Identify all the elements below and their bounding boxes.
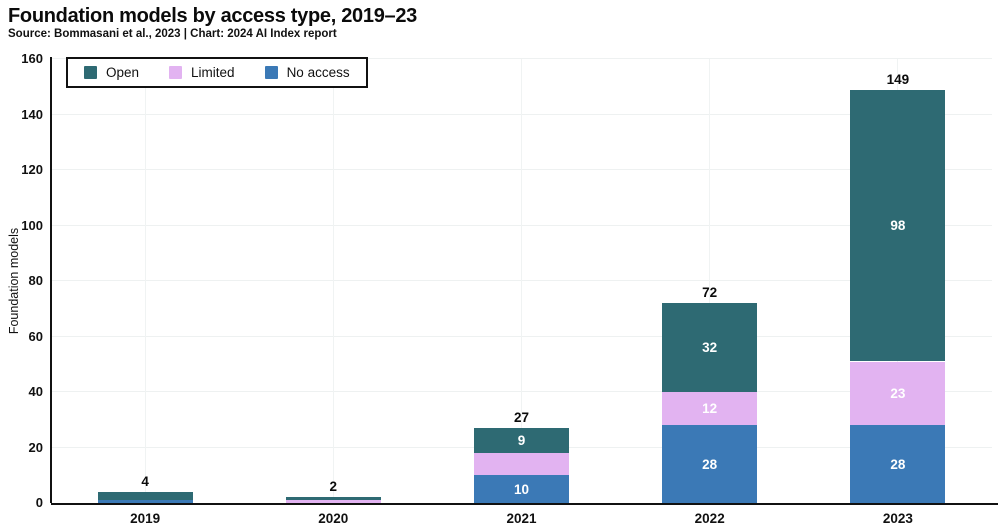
x-tick-2022: 2022 [694, 511, 725, 526]
gridline-v-2021 [521, 59, 522, 503]
bar-segment-2021-no-access[interactable]: 10 [474, 475, 569, 503]
x-tick-2019: 2019 [130, 511, 161, 526]
legend-label: Limited [191, 65, 235, 80]
bar-segment-2019-open[interactable] [97, 491, 193, 501]
chart-title: Foundation models by access type, 2019–2… [8, 5, 417, 27]
segment-value-label: 32 [702, 340, 718, 356]
bar-segment-2023-open[interactable]: 98 [850, 89, 946, 362]
bar-segment-2020-open[interactable] [285, 497, 381, 501]
bar-total-label-2022: 72 [702, 285, 718, 301]
legend-label: No access [286, 65, 350, 80]
legend: Open Limited No access [66, 57, 368, 88]
y-axis-line [50, 57, 52, 503]
y-tick-140: 140 [21, 106, 43, 122]
gridline-v-2020 [332, 59, 334, 503]
bar-segment-2020-limited[interactable] [285, 500, 381, 503]
segment-value-label: 28 [702, 456, 718, 472]
x-tick-2020: 2020 [318, 511, 349, 526]
legend-swatch-open [84, 66, 97, 79]
segment-value-label: 10 [513, 481, 530, 497]
y-tick-20: 20 [28, 439, 43, 455]
bar-segment-2022-no-access[interactable]: 28 [662, 425, 758, 503]
gridline-v-2022 [709, 59, 711, 503]
gridline-v-2019 [144, 59, 146, 503]
bar-segment-2022-limited[interactable]: 12 [662, 392, 758, 426]
plot-area: 4 2 10 9 27 28 12 32 72 28 23 98 149 2019 2020 2021 202… [50, 57, 998, 526]
bar-total-label-2021: 27 [513, 410, 530, 426]
bar-segment-2023-no-access[interactable]: 28 [850, 425, 946, 503]
bar-total-label-2023: 149 [886, 71, 910, 87]
bar-segment-2019-no-access[interactable] [97, 500, 193, 503]
bar-segment-2023-limited[interactable]: 23 [850, 361, 946, 426]
y-tick-40: 40 [28, 384, 43, 399]
y-tick-100: 100 [21, 217, 43, 233]
y-tick-120: 120 [21, 162, 43, 177]
legend-item-no-access[interactable]: No access [264, 65, 350, 80]
bar-segment-2021-limited[interactable] [474, 453, 569, 476]
segment-value-label: 9 [517, 433, 526, 449]
segment-value-label: 98 [890, 218, 906, 234]
segment-value-label: 12 [702, 401, 718, 417]
y-tick-0: 0 [35, 495, 43, 510]
chart-source-caption: Source: Bommasani et al., 2023 | Chart: … [8, 28, 337, 40]
legend-label: Open [106, 65, 140, 80]
bar-total-label-2020: 2 [329, 479, 338, 495]
bar-segment-2021-open[interactable]: 9 [474, 428, 569, 454]
gridline-h-160 [51, 58, 992, 59]
x-axis-line [51, 502, 998, 505]
legend-swatch-limited [169, 66, 183, 79]
y-tick-160: 160 [21, 51, 43, 66]
legend-swatch-no-access [264, 66, 278, 79]
x-tick-2021: 2021 [506, 511, 537, 526]
y-tick-60: 60 [28, 328, 43, 344]
bar-segment-2022-open[interactable]: 32 [662, 303, 758, 392]
legend-item-limited[interactable]: Limited [169, 65, 235, 80]
x-tick-2023: 2023 [882, 511, 913, 526]
segment-value-label: 28 [890, 456, 906, 472]
y-tick-80: 80 [28, 273, 43, 288]
legend-item-open[interactable]: Open [84, 65, 139, 80]
bar-total-label-2019: 4 [141, 473, 149, 489]
segment-value-label: 23 [890, 385, 906, 401]
